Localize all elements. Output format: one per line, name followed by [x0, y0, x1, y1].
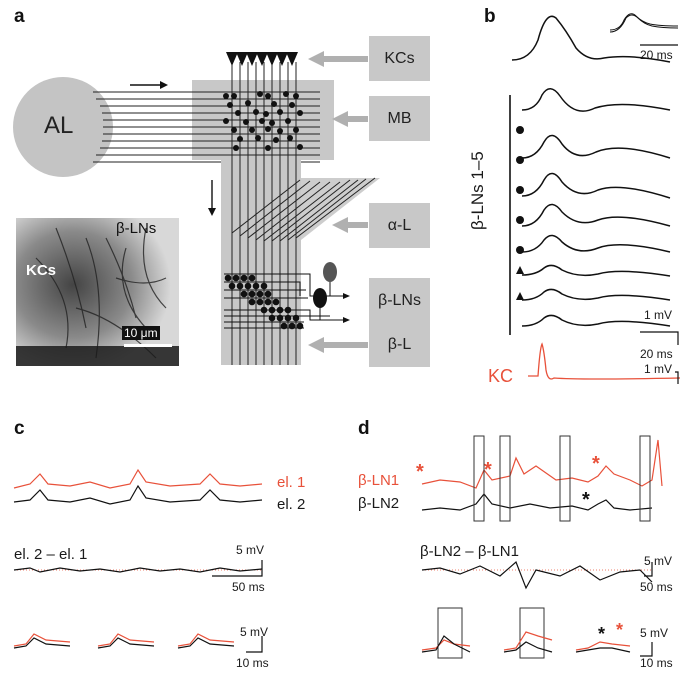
pointer-arrows	[308, 51, 368, 353]
scale2-mv-c: 5 mV	[240, 625, 269, 639]
scale2-ms-d: 10 ms	[640, 656, 673, 670]
scale1-mv-c: 5 mV	[236, 543, 265, 557]
box-label-beta-lobe: β-L	[369, 322, 430, 367]
bln-trace-7	[521, 288, 671, 301]
beta-ln-soma-2	[313, 288, 327, 308]
zoom-black-1	[421, 635, 471, 653]
scale1-ms-d: 50 ms	[640, 580, 673, 594]
zoom-black-3	[575, 647, 631, 653]
beta-ln-soma-1	[323, 262, 337, 282]
kc-somata	[226, 52, 298, 66]
diff-trace-c	[13, 567, 263, 573]
bln-trace-8	[521, 314, 671, 327]
beta-lns-axis-label: β-LNs 1–5	[468, 151, 487, 230]
calyx-synapses	[223, 91, 303, 151]
scale-bar-c1	[212, 560, 263, 577]
panel-letter-b: b	[484, 6, 496, 27]
bln1-label: β-LN1	[358, 472, 400, 489]
overlay-black-2	[97, 637, 155, 649]
bln-trace-6	[521, 264, 671, 277]
highlight-boxes	[473, 435, 651, 522]
bln2-trace	[421, 493, 653, 511]
scale-bar-d1	[644, 562, 653, 577]
scale-mv-label-1: 1 mV	[644, 308, 673, 322]
scale-mv-label-2: 1 mV	[644, 362, 673, 376]
box-label-kcs: KCs	[369, 36, 430, 81]
scale-bar-b1	[640, 331, 679, 345]
inset-label-kcs: KCs	[26, 262, 57, 279]
diff-label-d: β-LN2 – β-LN1	[420, 543, 519, 560]
bln-trace-1	[521, 88, 671, 112]
alpha-lobe-branches	[231, 177, 376, 242]
zoom-red-2	[503, 631, 553, 651]
box-label-alpha-lobe: α-L	[369, 203, 430, 248]
scale-ms-label: 20 ms	[640, 347, 673, 361]
box-label-beta-lns: β-LNs	[369, 278, 430, 323]
micrograph-texture	[16, 218, 179, 366]
svg-text:*: *	[484, 459, 492, 481]
box-label-mb: MB	[369, 96, 430, 141]
scale-bar-c2	[246, 636, 263, 653]
diff-trace-d	[421, 560, 653, 590]
panel-c-traces	[13, 468, 263, 653]
panel-letter-d: d	[358, 418, 370, 439]
el2-trace	[13, 484, 263, 505]
antennal-lobe-circle	[13, 77, 113, 177]
inset-label-beta-lns: β-LNs	[116, 220, 157, 237]
panel-b-traces	[509, 13, 681, 384]
kc-trace	[528, 342, 681, 380]
micrograph-inset: KCs β-LNs 10 μm	[16, 218, 179, 366]
svg-text:*: *	[416, 461, 424, 483]
spike-markers	[516, 126, 524, 300]
svg-text:*: *	[616, 620, 623, 640]
scale1-mv-d: 5 mV	[644, 554, 673, 568]
panel-letter-a: a	[14, 6, 25, 27]
bln-trace-4	[521, 203, 671, 227]
bln2-label: β-LN2	[358, 495, 400, 512]
scale-bar-d2	[640, 642, 653, 657]
red-asterisks: * * *	[416, 453, 600, 483]
zoom-boxes	[437, 607, 545, 659]
el1-trace	[13, 468, 263, 489]
scale2-ms-c: 10 ms	[236, 656, 269, 670]
el2-label: el. 2	[277, 496, 306, 513]
overlay-black-3	[177, 637, 235, 649]
antennal-lobe-label: AL	[44, 112, 74, 139]
scale-bar-b2	[675, 371, 679, 384]
zoom-red-1	[421, 639, 471, 651]
black-asterisk: *	[582, 489, 590, 511]
el1-label: el. 1	[277, 474, 306, 491]
scale2-mv-d: 5 mV	[640, 626, 669, 640]
bln1-trace	[421, 439, 663, 489]
svg-text:*: *	[592, 453, 600, 475]
zoom-red-3	[575, 641, 631, 651]
panel-d-traces: * * * * * *	[416, 435, 663, 659]
zoom-black-2	[503, 641, 553, 653]
diff-label-c: el. 2 – el. 1	[14, 546, 88, 563]
inset-scale-bar-label: 10 μm	[122, 326, 160, 340]
mushroom-body-schematic	[13, 51, 380, 365]
bln-trace-2	[521, 134, 671, 159]
bln-trace-3	[521, 172, 671, 199]
scale1-ms-c: 50 ms	[232, 580, 265, 594]
overlay-red-1	[13, 633, 71, 647]
kc-label: KC	[488, 366, 514, 386]
overlay-red-3	[177, 633, 235, 647]
avg-trace	[511, 15, 671, 63]
panel-letter-c: c	[14, 418, 25, 439]
overlay-black-1	[13, 637, 71, 649]
svg-text:*: *	[598, 624, 605, 644]
inset-time-label: 20 ms	[640, 48, 673, 62]
overlay-red-2	[97, 633, 155, 647]
bln-trace-5	[521, 234, 671, 253]
